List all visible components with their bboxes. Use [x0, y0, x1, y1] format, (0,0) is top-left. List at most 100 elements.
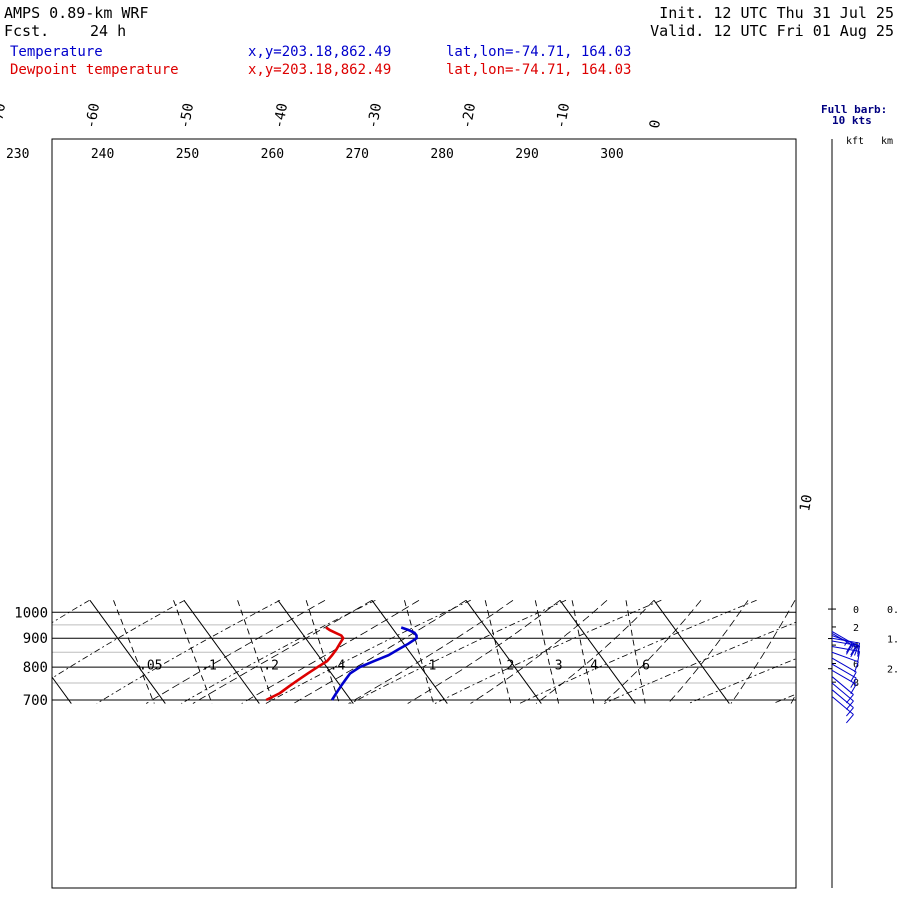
dry-adiabat-label: 240: [91, 147, 114, 162]
wind-barb-staff: [831, 696, 854, 715]
isotherm-label: -40: [271, 102, 291, 130]
kft-tick-label: 0: [853, 605, 859, 616]
wind-barb-flag: [845, 694, 854, 704]
init-time: Init. 12 UTC Thu 31 Jul 25: [659, 4, 894, 22]
chart-labels: 7008009001000-70-60-50-40-30-20-10010220…: [0, 102, 816, 709]
dry-adiabat-line: [519, 599, 757, 704]
legend-dewpoint-label: Dewpoint temperature: [10, 62, 179, 78]
dry-adiabat-label: 270: [346, 147, 369, 162]
dry-adiabat-line: [688, 658, 796, 704]
moist-adiabat-line: [602, 600, 702, 704]
dry-adiabat-label: 250: [176, 147, 199, 162]
moist-adiabat-line: [790, 693, 796, 704]
wind-barb-staff: [831, 637, 860, 644]
isotherm-label: -70: [0, 102, 9, 130]
isotherm-label: 10: [797, 493, 816, 512]
pressure-tick-label: 700: [23, 693, 48, 709]
wind-barb-column: 864202.1.0.: [828, 139, 899, 888]
legend-temperature-xy: x,y=203.18,862.49: [248, 44, 392, 60]
moist-adiabat-line: [145, 599, 326, 704]
kft-tick-label: 6: [853, 659, 859, 670]
mixing-ratio-label: 4: [590, 658, 598, 673]
wind-barb-staff: [831, 682, 854, 702]
forecast-hours: 24 h: [90, 22, 127, 40]
mixing-ratio-line: [571, 600, 595, 704]
mixing-ratio-label: .4: [330, 658, 346, 673]
mixing-ratio-line: [173, 600, 213, 704]
km-tick-label: 0.: [887, 605, 899, 616]
dry-adiabat-label: 260: [261, 147, 284, 162]
mixing-ratio-line: [305, 600, 340, 704]
mixing-ratio-label: 6: [642, 658, 650, 673]
wind-barb-flag: [857, 651, 861, 663]
isotherm-line: [465, 600, 542, 704]
wind-key-value: 10 kts: [832, 114, 872, 127]
dry-adiabat-line: [265, 599, 471, 704]
mixing-ratio-label: .05: [139, 658, 162, 673]
moist-adiabat-line: [470, 600, 608, 704]
wind-barb-staff: [831, 689, 854, 709]
dry-adiabat-label: 280: [430, 147, 453, 162]
moist-adiabat-line: [293, 599, 467, 704]
mixing-ratio-line: [625, 600, 646, 704]
valid-time: Valid. 12 UTC Fri 01 Aug 25: [650, 22, 894, 40]
moist-adiabat-line: [348, 599, 514, 704]
mixing-ratio-line: [403, 600, 435, 704]
km-header: km: [881, 136, 893, 147]
pressure-tick-label: 900: [23, 631, 48, 647]
forecast-label: Fcst.: [4, 22, 50, 40]
dry-adiabat-line: [96, 599, 281, 704]
mixing-ratio-label: .2: [263, 658, 279, 673]
isotherm-label: -60: [83, 102, 103, 130]
mixing-ratio-label: .1: [201, 658, 217, 673]
wind-barb-flag: [850, 647, 857, 658]
wind-barb-flag: [854, 644, 859, 656]
wind-barb-staff: [831, 646, 860, 652]
moist-adiabat-line: [730, 600, 796, 704]
pressure-tick-label: 1000: [14, 605, 48, 621]
isotherm-line: [653, 600, 730, 704]
legend-dewpoint-latlon: lat,lon=-74.71, 164.03: [446, 62, 632, 78]
mixing-ratio-line: [237, 600, 275, 704]
wind-barb-flag: [850, 684, 857, 695]
km-tick-label: 1.: [887, 635, 899, 646]
mixing-ratio-label: 3: [555, 658, 563, 673]
isotherm-line: [559, 600, 636, 704]
isotherm-line: [183, 600, 260, 704]
kft-header: kft: [846, 136, 864, 147]
wind-barb-staff: [831, 669, 857, 685]
plot-frame: [51, 138, 797, 889]
moist-adiabat-line: [667, 600, 749, 704]
legend-dewpoint-xy: x,y=203.18,862.49: [248, 62, 392, 78]
moist-adiabat-line: [407, 599, 561, 704]
isotherm-line: [371, 600, 448, 704]
dewpoint-profile: [265, 626, 345, 702]
dry-adiabat-label: 290: [515, 147, 538, 162]
legend-temperature-latlon: lat,lon=-74.71, 164.03: [446, 44, 632, 60]
mixing-ratio-line: [484, 600, 512, 704]
moist-adiabat-line: [535, 600, 655, 704]
moist-adiabat-line: [192, 599, 373, 704]
pressure-tick-label: 800: [23, 660, 48, 676]
isotherm-line: [89, 600, 166, 704]
wind-key-title: Full barb:: [821, 103, 887, 116]
moist-adiabat-line: [241, 599, 420, 704]
wind-barb-flag: [845, 714, 854, 724]
isotherm-label: -50: [177, 102, 197, 130]
dry-adiabat-line: [52, 599, 185, 679]
isotherm-label: -30: [365, 102, 385, 130]
mixing-ratio-label: 2: [506, 658, 514, 673]
wind-barb-staff: [831, 663, 857, 679]
legend-temperature-label: Temperature: [10, 44, 103, 60]
mixing-ratio-line: [113, 600, 155, 704]
mixing-ratio-label: 1: [429, 658, 437, 673]
model-title: AMPS 0.89-km WRF: [4, 4, 149, 22]
dry-adiabat-label: 230: [6, 147, 29, 162]
plot-area: [52, 599, 796, 704]
isotherm-line: [52, 676, 72, 704]
wind-barb-staff: [831, 640, 860, 647]
mixing-ratio-line: [534, 600, 560, 704]
kft-tick-label: 2: [853, 623, 859, 634]
